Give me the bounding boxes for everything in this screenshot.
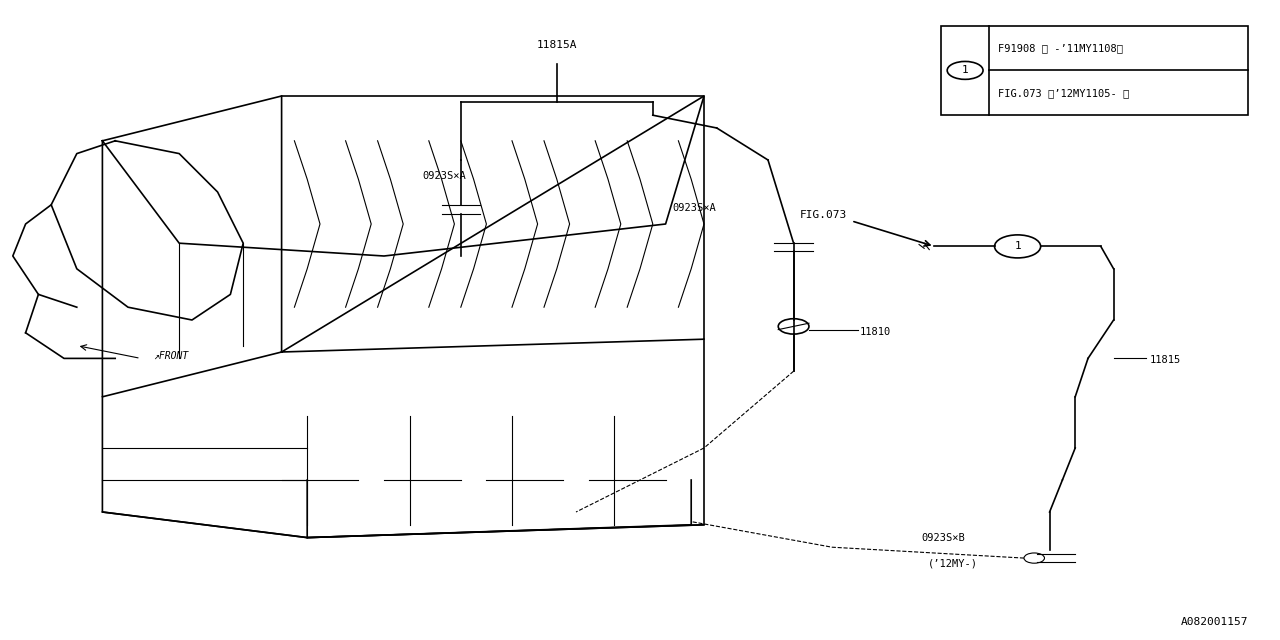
- Text: 0923S×A: 0923S×A: [422, 172, 466, 181]
- Circle shape: [778, 319, 809, 334]
- Text: 0923S×B: 0923S×B: [922, 532, 965, 543]
- Text: 11815: 11815: [1149, 355, 1180, 365]
- Text: FIG.073 〈’12MY1105- 〉: FIG.073 〈’12MY1105- 〉: [998, 88, 1130, 98]
- Text: FIG.073: FIG.073: [800, 210, 847, 220]
- Circle shape: [1024, 553, 1044, 563]
- Text: (’12MY-): (’12MY-): [928, 558, 978, 568]
- Text: ↗FRONT: ↗FRONT: [154, 351, 189, 360]
- Text: 0923S×A: 0923S×A: [672, 204, 716, 213]
- Text: F91908 〈 -’11MY1108〉: F91908 〈 -’11MY1108〉: [998, 43, 1124, 53]
- Bar: [941, 26, 1248, 115]
- Text: 11810: 11810: [860, 326, 891, 337]
- Text: 11815A: 11815A: [536, 40, 577, 50]
- Text: 1: 1: [961, 65, 969, 76]
- Text: 1: 1: [1014, 241, 1021, 252]
- Text: A082001157: A082001157: [1180, 617, 1248, 627]
